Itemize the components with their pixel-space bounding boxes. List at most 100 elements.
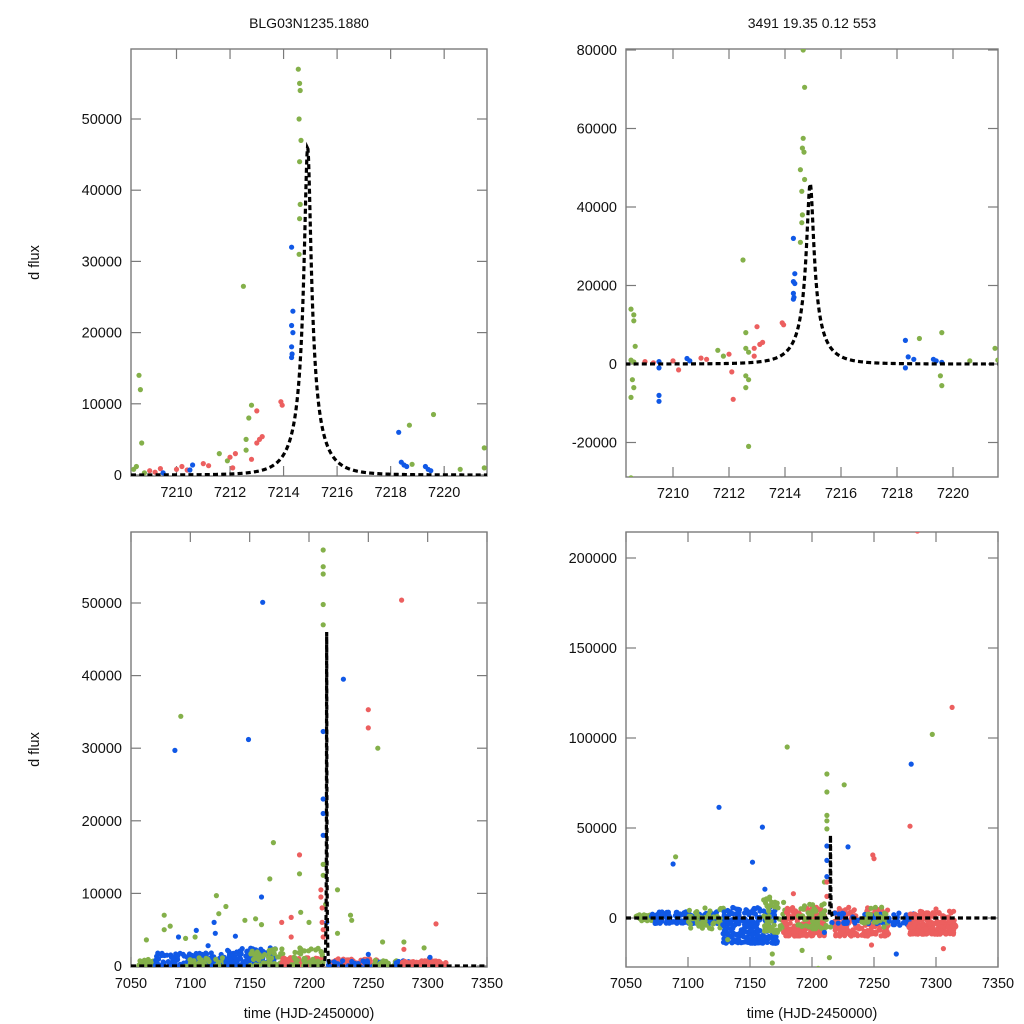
data-point-blue <box>656 392 662 398</box>
data-point-green <box>254 949 260 955</box>
data-point-green <box>310 959 317 965</box>
data-point-red <box>319 919 325 926</box>
plot-frame <box>130 531 488 968</box>
data-point-green <box>457 466 463 472</box>
data-point-blue <box>396 429 402 435</box>
data-point-green <box>802 84 808 90</box>
data-point-red <box>940 946 947 952</box>
data-point-blue <box>730 904 736 911</box>
data-point-red <box>785 909 792 915</box>
data-point-red <box>730 396 736 402</box>
data-point-green <box>939 383 945 389</box>
x-tick-label: 7200 <box>293 976 325 992</box>
data-point-green <box>873 911 880 917</box>
panel-zoom-right: 7210 7212 7214 7216 7218 7220 -20000 0 20000 4000… <box>572 43 999 502</box>
y-tick-label: 50000 <box>82 596 122 612</box>
data-point-green <box>248 402 255 408</box>
data-point-blue <box>172 747 178 754</box>
data-point-red <box>726 351 732 357</box>
data-point-blue <box>290 308 296 314</box>
data-point-blue <box>725 921 732 927</box>
x-tick-label: 7100 <box>672 976 704 992</box>
data-point-green <box>761 897 767 903</box>
y-tick-label: 80000 <box>577 43 617 59</box>
data-point-green <box>711 920 717 926</box>
data-point-green <box>743 330 749 336</box>
data-point-green <box>769 960 775 966</box>
data-point-red <box>288 914 294 921</box>
data-point-blue <box>670 861 676 867</box>
data-point-green <box>375 745 381 751</box>
data-point-blue <box>745 923 751 929</box>
data-point-green <box>298 951 304 957</box>
data-point-green <box>688 925 694 931</box>
data-point-blue <box>829 920 835 926</box>
data-point-red <box>871 856 877 862</box>
data-point-green <box>725 937 731 943</box>
data-point-green <box>702 905 708 911</box>
data-point-green <box>826 955 833 961</box>
data-point-red <box>318 894 324 900</box>
data-point-blue <box>762 886 768 892</box>
data-point-red <box>147 468 153 474</box>
data-point-green <box>296 251 302 257</box>
data-point-green <box>320 872 326 878</box>
data-point-red <box>836 905 842 912</box>
data-point-green <box>740 257 746 263</box>
y-tick-label: 0 <box>609 357 617 373</box>
data-point-blue <box>832 910 838 916</box>
data-point-red <box>824 893 830 900</box>
data-point-red <box>288 934 294 940</box>
data-point-blue <box>730 922 736 928</box>
plot-title-left: BLG03N1235.1880 <box>249 15 369 31</box>
data-point-green <box>262 952 268 958</box>
data-point-green <box>133 463 139 470</box>
data-point-red <box>670 358 676 364</box>
data-point-blue <box>289 354 295 361</box>
data-point-green <box>995 357 998 363</box>
data-point-green <box>298 137 304 143</box>
data-point-red <box>845 927 851 933</box>
data-point-blue <box>736 909 742 915</box>
data-point-green <box>242 917 248 923</box>
y-tick-label: 0 <box>114 468 122 484</box>
data-point-green <box>774 900 780 906</box>
data-point-green <box>347 912 354 918</box>
plot-frame <box>625 48 999 478</box>
y-tick-label: 0 <box>609 911 617 927</box>
data-point-blue <box>902 365 909 371</box>
data-point-green <box>799 923 805 930</box>
data-point-green <box>320 564 326 570</box>
data-point-green <box>320 861 326 868</box>
data-point-blue <box>745 939 751 946</box>
data-point-red <box>882 933 888 939</box>
data-point-blue <box>208 950 214 956</box>
x-tick-label: 7220 <box>937 486 969 502</box>
data-point-red <box>279 402 285 408</box>
data-point-green <box>937 373 944 379</box>
data-point-green <box>216 451 222 457</box>
data-point-blue <box>290 330 296 336</box>
data-point-green <box>781 899 787 906</box>
data-point-blue <box>755 928 761 935</box>
data-point-blue <box>842 920 848 927</box>
data-point-blue <box>845 844 851 850</box>
x-tick-label: 7300 <box>412 976 444 992</box>
data-point-green <box>881 924 887 930</box>
data-point-red <box>930 910 936 916</box>
data-point-green <box>213 956 219 962</box>
data-point-red <box>800 932 806 938</box>
data-point-red <box>915 532 920 534</box>
data-point-green <box>206 958 212 965</box>
data-point-green <box>297 87 303 94</box>
data-point-green <box>308 946 314 952</box>
data-point-red <box>919 909 925 915</box>
x-tick-label: 7218 <box>881 486 913 502</box>
data-point-green <box>810 919 816 925</box>
data-point-blue <box>349 958 355 965</box>
data-point-green <box>800 49 806 53</box>
data-point-blue <box>729 928 735 934</box>
x-tick-label: 7216 <box>321 485 353 501</box>
data-point-blue <box>824 874 830 880</box>
data-point-red <box>884 929 890 935</box>
